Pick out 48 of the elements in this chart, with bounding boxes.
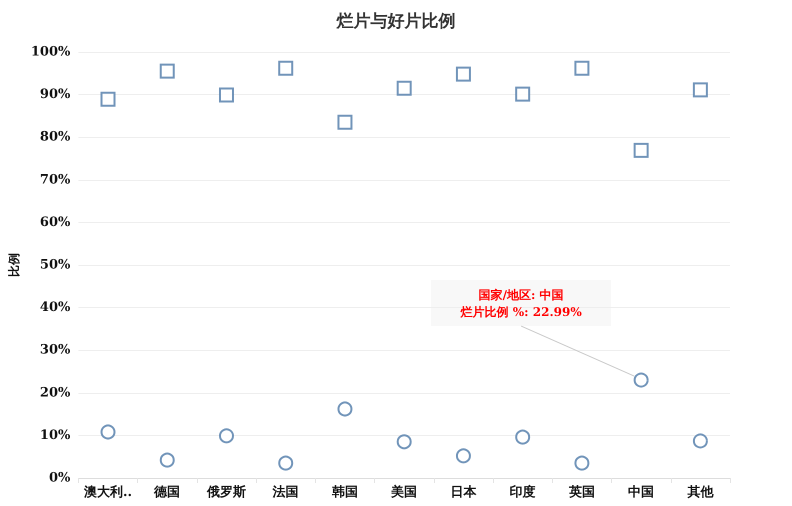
point	[634, 372, 649, 388]
point	[100, 92, 116, 107]
point	[456, 66, 471, 82]
point	[396, 80, 412, 96]
x-tick-label: 印度	[510, 484, 536, 500]
x-tick-label: 美国	[390, 484, 418, 500]
point	[574, 60, 590, 76]
y-tick-label: 100%	[30, 44, 72, 60]
y-tick-label: 50%	[40, 258, 72, 272]
point	[574, 456, 590, 471]
y-tick-label: 40%	[40, 300, 72, 316]
y-tick-label: 20%	[40, 385, 72, 400]
x-tick-label: 中国	[628, 485, 654, 500]
y-tick-label: 10%	[40, 428, 72, 443]
x-tick-label: 其他	[686, 485, 714, 500]
point	[515, 430, 530, 445]
y-tick-label: 0%	[48, 470, 72, 486]
x-tick-label: 澳大利..	[82, 484, 132, 500]
point	[100, 424, 116, 440]
x-tick-label: 俄罗斯	[206, 485, 246, 500]
y-tick-label: 80%	[40, 130, 72, 145]
point	[692, 82, 708, 98]
x-tick-label: 英国	[568, 485, 595, 500]
point	[218, 428, 234, 444]
annotation: 烂片比例 %: 22.99%	[460, 305, 582, 320]
point	[278, 60, 294, 76]
point	[218, 88, 234, 103]
x-tick-label: 日本	[450, 485, 478, 500]
point	[456, 448, 471, 464]
y-tick-label: 70%	[40, 172, 72, 188]
point	[337, 401, 352, 416]
point	[692, 433, 708, 448]
point	[160, 452, 175, 468]
x-tick-label: 德国	[153, 485, 180, 500]
x-tick-label: 韩国	[330, 485, 358, 500]
y-tick-label: 90%	[40, 87, 72, 102]
point	[278, 456, 294, 471]
annotation: 国家/地区: 中国	[478, 288, 564, 302]
point	[160, 64, 175, 79]
point	[337, 114, 352, 130]
y-tick-label: 60%	[40, 214, 72, 230]
point	[515, 86, 530, 102]
y-tick-label: 30%	[40, 342, 72, 358]
point	[634, 142, 649, 158]
point	[396, 434, 412, 450]
chart-title: 烂片与好片比例	[336, 12, 456, 32]
y-axis-title: 比例	[7, 253, 21, 277]
x-tick-label: 法国	[272, 485, 299, 500]
